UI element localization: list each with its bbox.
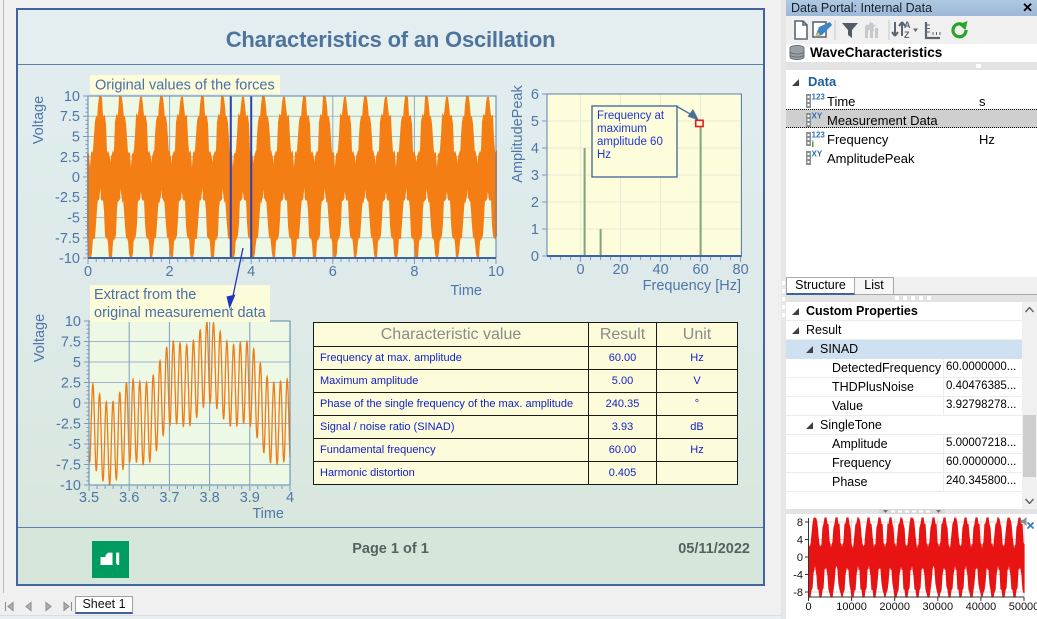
svg-text:123: 123 (812, 131, 826, 140)
svg-text:Frequency at: Frequency at (597, 110, 665, 122)
svg-text:Z: Z (904, 30, 910, 40)
svg-text:amplitude 60: amplitude 60 (597, 136, 663, 148)
svg-text:XY: XY (812, 150, 823, 159)
svg-text:0: 0 (72, 170, 80, 186)
svg-text:3.8: 3.8 (200, 490, 220, 506)
svg-text:Voltage: Voltage (31, 96, 47, 144)
svg-text:4: 4 (286, 490, 294, 506)
svg-text:-2.5: -2.5 (55, 190, 80, 206)
svg-text:-5: -5 (68, 437, 81, 453)
svg-text:30000: 30000 (923, 601, 954, 613)
svg-text:5: 5 (531, 114, 539, 130)
svg-text:3.9: 3.9 (240, 490, 260, 506)
svg-text:50000: 50000 (1009, 601, 1037, 613)
svg-text:-4: -4 (793, 570, 803, 582)
svg-text:-2.5: -2.5 (56, 417, 81, 433)
svg-text:6: 6 (531, 87, 539, 103)
svg-text:Voltage: Voltage (32, 314, 48, 362)
svg-text:Hz: Hz (597, 149, 611, 161)
svg-text:7.5: 7.5 (60, 109, 80, 125)
svg-text:80: 80 (733, 262, 749, 278)
svg-text:-7.5: -7.5 (55, 231, 80, 247)
svg-text:0: 0 (577, 262, 585, 278)
svg-text:7.5: 7.5 (61, 335, 81, 351)
svg-text:0: 0 (84, 264, 92, 280)
svg-text:Time: Time (252, 506, 284, 522)
svg-text:20: 20 (613, 262, 629, 278)
svg-text:0: 0 (805, 601, 811, 613)
svg-text:5: 5 (73, 355, 81, 371)
svg-text:3: 3 (531, 168, 539, 184)
svg-text:Extract from the: Extract from the (94, 287, 196, 303)
svg-text:10000: 10000 (836, 601, 867, 613)
svg-text:4: 4 (247, 264, 255, 280)
svg-text:4: 4 (531, 141, 539, 157)
svg-text:maximum: maximum (597, 123, 647, 135)
svg-text:8: 8 (797, 517, 803, 529)
svg-text:40: 40 (653, 262, 669, 278)
svg-text:6: 6 (329, 264, 337, 280)
svg-text:40000: 40000 (966, 601, 997, 613)
svg-text:4: 4 (797, 535, 803, 547)
svg-text:-7.5: -7.5 (56, 458, 81, 474)
svg-text:XY: XY (812, 112, 823, 121)
svg-text:-5: -5 (67, 211, 80, 227)
svg-text:0: 0 (73, 396, 81, 412)
svg-text:Original values of the forces: Original values of the forces (95, 78, 275, 94)
svg-text:Time: Time (450, 283, 482, 299)
svg-text:10: 10 (65, 314, 81, 330)
svg-text:20000: 20000 (879, 601, 910, 613)
svg-text:1: 1 (531, 222, 539, 238)
svg-text:2: 2 (531, 195, 539, 211)
svg-text:3.6: 3.6 (119, 490, 139, 506)
svg-text:10: 10 (64, 89, 80, 105)
svg-text:original measurement data: original measurement data (94, 305, 267, 321)
svg-text:8: 8 (410, 264, 418, 280)
svg-text:2.5: 2.5 (60, 150, 80, 166)
svg-text:0: 0 (531, 249, 539, 265)
svg-text:Frequency [Hz]: Frequency [Hz] (643, 278, 741, 294)
svg-text:5: 5 (72, 130, 80, 146)
svg-text:i: i (812, 139, 815, 147)
svg-text:10: 10 (488, 264, 504, 280)
svg-text:123: 123 (812, 93, 826, 102)
svg-text:A: A (904, 20, 911, 30)
svg-text:0: 0 (797, 552, 803, 564)
svg-text:3.5: 3.5 (79, 490, 99, 506)
svg-text:-10: -10 (60, 478, 81, 494)
svg-text:2: 2 (166, 264, 174, 280)
svg-text:3.7: 3.7 (159, 490, 179, 506)
svg-text:60: 60 (693, 262, 709, 278)
svg-text:-8: -8 (793, 587, 803, 599)
svg-text:2.5: 2.5 (61, 376, 81, 392)
svg-text:AmplitudePeak: AmplitudePeak (510, 84, 526, 182)
svg-text:-10: -10 (59, 251, 80, 267)
